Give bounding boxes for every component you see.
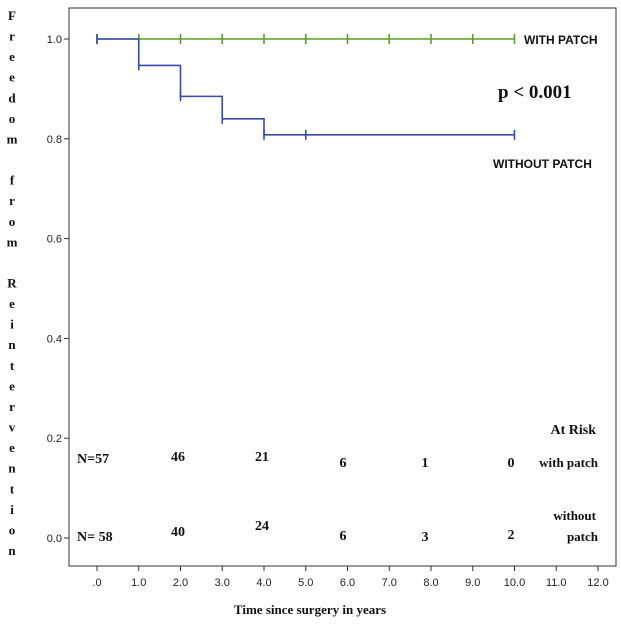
at-risk-table: At Risk N=57 46 21 6 1 0 with patch N= 58 40 24 6 3 2… [77, 423, 599, 545]
y-title-letter: o [9, 111, 16, 126]
at-risk-count: 1 [422, 456, 429, 471]
series-layer [96, 34, 516, 140]
x-tick-label: 9.0 [465, 577, 480, 589]
y-title-letter: i [10, 502, 14, 517]
y-title-letter: m [7, 234, 18, 249]
y-tick-label: 0.8 [47, 134, 62, 146]
y-title-letter: o [9, 214, 16, 229]
y-title-letter: v [9, 420, 16, 435]
y-tick-label: 0.6 [47, 234, 62, 246]
y-tick-label: 1.0 [47, 34, 62, 46]
y-title-letter: R [7, 276, 17, 291]
at-risk-n-label: N= 58 [77, 530, 113, 545]
series-line-1 [97, 38, 515, 136]
at-risk-count: 21 [255, 450, 269, 465]
x-tick-label: 3.0 [215, 577, 230, 589]
x-axis-title: Time since surgery in years [234, 602, 386, 617]
x-tick-label: 11.0 [546, 577, 567, 589]
x-tick-label: 4.0 [256, 577, 271, 589]
legend-label-without-patch: WITHOUT PATCH [493, 157, 592, 171]
x-tick-label: 1.0 [131, 577, 146, 589]
x-axis: .0 1.0 2.0 3.0 4.0 5.0 6.0 7.0 8.0 9.0 10.0 11.0 12.… [92, 566, 609, 589]
y-title-letter: t [10, 358, 15, 373]
x-tick-label: 7.0 [382, 577, 397, 589]
y-axis: 0.0 0.2 0.4 0.6 0.8 1.0 [47, 34, 69, 545]
y-title-letter: e [9, 440, 15, 455]
x-tick-label: 8.0 [423, 577, 438, 589]
at-risk-n-label: N=57 [77, 452, 109, 467]
at-risk-count: 0 [508, 456, 515, 471]
y-title-letter: r [9, 29, 15, 44]
at-risk-count: 46 [171, 450, 185, 465]
x-tick-label: .0 [92, 577, 101, 589]
y-title-letter: n [8, 337, 16, 352]
at-risk-title: At Risk [550, 423, 596, 438]
y-title-letter: F [8, 8, 16, 23]
at-risk-count: 2 [508, 528, 515, 543]
at-risk-group-label: with patch [539, 455, 599, 470]
y-title-letter: o [9, 522, 16, 537]
y-title-letter: e [9, 378, 15, 393]
plot-frame [68, 7, 617, 567]
x-tick-label: 12.0 [587, 577, 608, 589]
at-risk-count: 6 [340, 529, 347, 544]
y-tick-label: 0.0 [47, 533, 62, 545]
y-title-letter: e [9, 49, 15, 64]
x-tick-label: 5.0 [298, 577, 313, 589]
x-tick-label: 6.0 [340, 577, 355, 589]
y-title-letter: m [7, 131, 18, 146]
y-title-letter: r [9, 399, 15, 414]
y-title-letter: n [8, 543, 16, 558]
y-title-letter: f [10, 173, 15, 188]
legend-label-with-patch: WITH PATCH [524, 33, 598, 47]
at-risk-count: 6 [340, 456, 347, 471]
x-tick-label: 2.0 [173, 577, 188, 589]
at-risk-count: 24 [255, 519, 269, 534]
y-tick-label: 0.2 [47, 433, 62, 445]
y-title-letter: r [9, 193, 15, 208]
at-risk-group-label: patch [567, 529, 599, 544]
at-risk-count: 40 [171, 525, 185, 540]
p-value: p < 0.001 [498, 82, 572, 103]
at-risk-count: 3 [422, 530, 429, 545]
y-title-letter: n [8, 461, 16, 476]
y-title-letter: i [10, 317, 14, 332]
y-title-letter: d [8, 90, 16, 105]
y-title-letter: t [10, 481, 15, 496]
y-title-letter: e [9, 70, 15, 85]
x-tick-label: 10.0 [504, 577, 525, 589]
y-tick-label: 0.4 [47, 333, 62, 345]
at-risk-group-label: without [553, 508, 596, 523]
y-title-letter: e [9, 296, 15, 311]
